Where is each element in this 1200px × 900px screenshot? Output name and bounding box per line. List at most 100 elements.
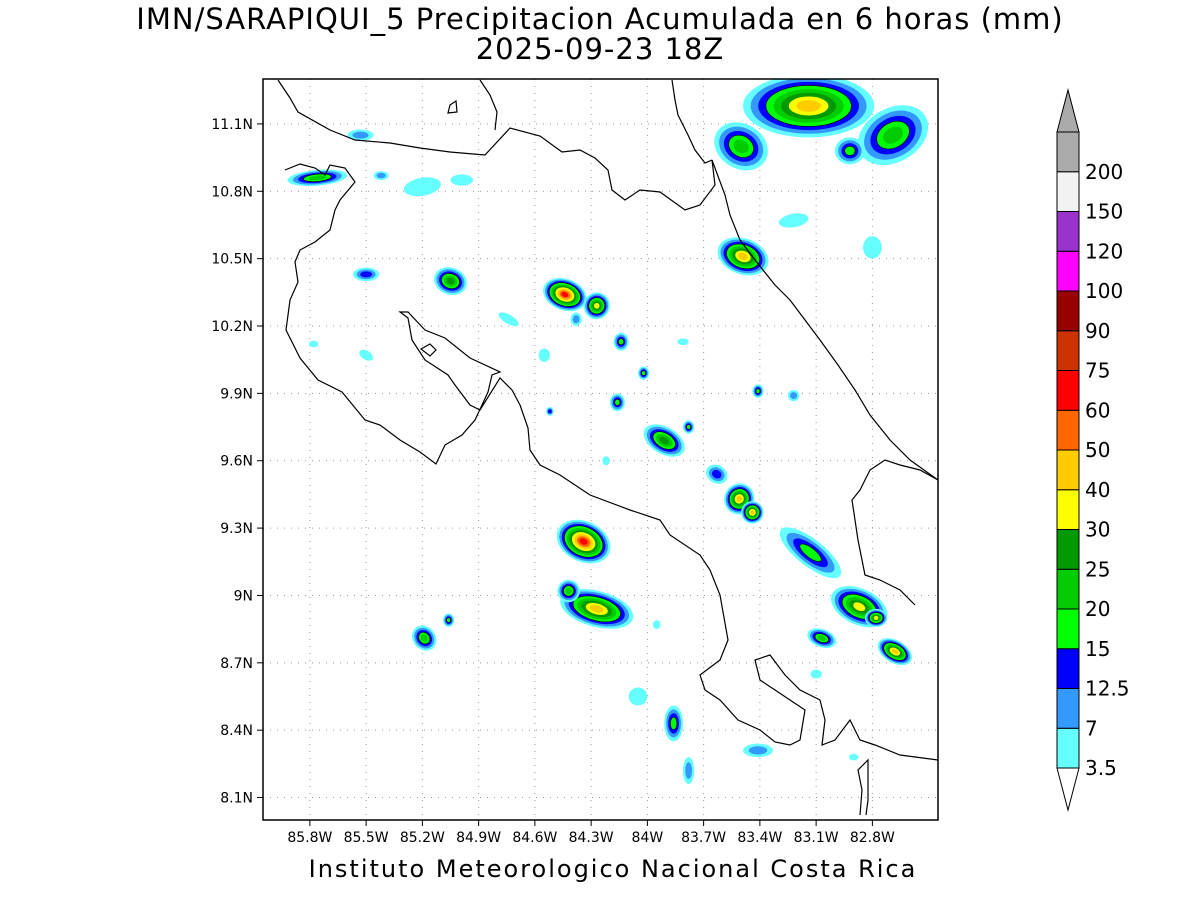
precip-cell	[683, 757, 695, 785]
precip-cell	[778, 213, 809, 228]
footer-credit: Instituto Meteorologico Nacional Costa R…	[308, 855, 918, 883]
precip-cell	[752, 384, 764, 398]
precip-cell	[538, 348, 550, 362]
lake-island	[447, 99, 458, 114]
map-subtitle-date: 2025-09-23 18Z	[475, 32, 725, 66]
plot-frame	[262, 78, 939, 821]
colorbar-swatch	[1056, 131, 1080, 173]
panama-border	[851, 459, 938, 606]
pacific-coast	[284, 163, 938, 761]
y-tick-label: 10.2N	[211, 319, 253, 335]
precip-cell	[706, 464, 728, 484]
precip-contour-level	[565, 587, 572, 595]
precip-contour-level	[748, 746, 768, 755]
colorbar-min-arrow	[1056, 767, 1080, 812]
y-tick-label: 10.8N	[211, 184, 253, 200]
precip-cell	[359, 349, 373, 361]
y-tick-label: 8.1N	[220, 791, 253, 807]
precip-contour-level	[498, 312, 519, 327]
precip-cell	[556, 519, 611, 564]
precip-contour-level	[891, 649, 899, 655]
precip-cell	[570, 312, 582, 326]
precip-contour-level	[547, 409, 552, 414]
precip-cell	[308, 340, 319, 348]
precip-cell	[743, 79, 875, 138]
colorbar-swatch	[1056, 409, 1080, 451]
precip-cell	[810, 669, 822, 679]
y-tick-label: 8.4N	[220, 723, 253, 739]
precip-contour-level	[538, 348, 550, 362]
y-tick-label: 10.5N	[211, 252, 253, 268]
y-tick-label: 9.9N	[220, 386, 253, 402]
precip-contour-level	[863, 236, 882, 259]
precip-contour-level	[308, 175, 326, 181]
precip-cell	[443, 613, 455, 627]
precip-cell	[353, 267, 380, 282]
precip-cell	[779, 527, 842, 579]
precip-contour-level	[882, 126, 904, 144]
precip-cell	[677, 338, 689, 346]
colorbar-swatch	[1056, 568, 1080, 610]
lake-shore-north	[479, 79, 498, 131]
precip-contour-level	[711, 469, 722, 479]
caribbean-coast	[711, 159, 938, 481]
precip-contour-level	[572, 315, 580, 324]
precip-cell	[664, 705, 683, 742]
precip-contour-level	[579, 538, 588, 545]
precip-contour-level	[352, 131, 369, 139]
precip-cell	[450, 174, 473, 186]
colorbar-label: 12.5	[1085, 677, 1130, 701]
x-tick-label: 85.8W	[287, 830, 332, 846]
precip-cell	[864, 608, 888, 627]
colorbar-label: 200	[1085, 160, 1123, 184]
precip-contour-level	[738, 252, 748, 260]
precip-cell	[543, 277, 587, 312]
colorbar-label: 100	[1085, 279, 1123, 303]
precip-cell	[583, 292, 610, 320]
colorbar-swatch	[1056, 171, 1080, 212]
x-tick-label: 84.6W	[512, 830, 557, 846]
precip-contour-level	[589, 605, 604, 613]
precip-contour-level	[799, 543, 822, 562]
precip-contour-level	[810, 669, 822, 679]
colorbar-label: 30	[1085, 518, 1110, 542]
colorbar-swatch	[1056, 688, 1080, 729]
precip-cell	[877, 638, 913, 666]
precip-contour-level	[602, 456, 610, 466]
precip-contour-level	[873, 615, 879, 620]
y-tick-label: 9.6N	[220, 454, 253, 470]
precip-contour-level	[853, 602, 866, 612]
precip-cell	[609, 393, 625, 412]
precip-contour-level	[685, 762, 693, 779]
precip-cell	[412, 625, 437, 651]
precip-cell	[638, 366, 650, 380]
precip-cell	[433, 267, 468, 296]
precipitation-contours	[287, 79, 929, 785]
precip-contour-level	[659, 436, 670, 445]
precip-cell	[741, 501, 764, 524]
colorbar-label: 150	[1085, 200, 1123, 224]
colorbar-legend: 3.5 7 12.5 15 20 25 30 40 50 60 75 90 100 120 150 200	[1056, 88, 1130, 812]
precip-contour-level	[360, 271, 372, 278]
colorbar-label: 50	[1085, 438, 1110, 462]
precip-contour-level	[450, 174, 473, 186]
colorbar-label: 40	[1085, 478, 1110, 502]
precip-contour-level	[308, 340, 319, 348]
x-tick-label: 83.1W	[794, 830, 839, 846]
precip-contour-level	[778, 213, 809, 228]
precip-contour-level	[736, 496, 743, 502]
x-tick-label: 82.8W	[850, 830, 895, 846]
colorbar-label: 25	[1085, 557, 1110, 581]
colorbar-label: 7	[1085, 716, 1098, 740]
colorbar-label: 90	[1085, 319, 1110, 343]
x-tick-label: 84W	[632, 830, 664, 846]
map-grid	[263, 79, 938, 820]
precip-cell	[498, 312, 519, 327]
colorbar-swatch	[1056, 290, 1080, 332]
precip-contour-level	[848, 753, 859, 761]
colorbar-swatch	[1056, 211, 1080, 252]
y-tick-label: 9N	[234, 588, 253, 604]
precip-cell	[683, 420, 695, 434]
colorbar-swatch	[1056, 250, 1080, 292]
precip-cell	[653, 620, 661, 630]
